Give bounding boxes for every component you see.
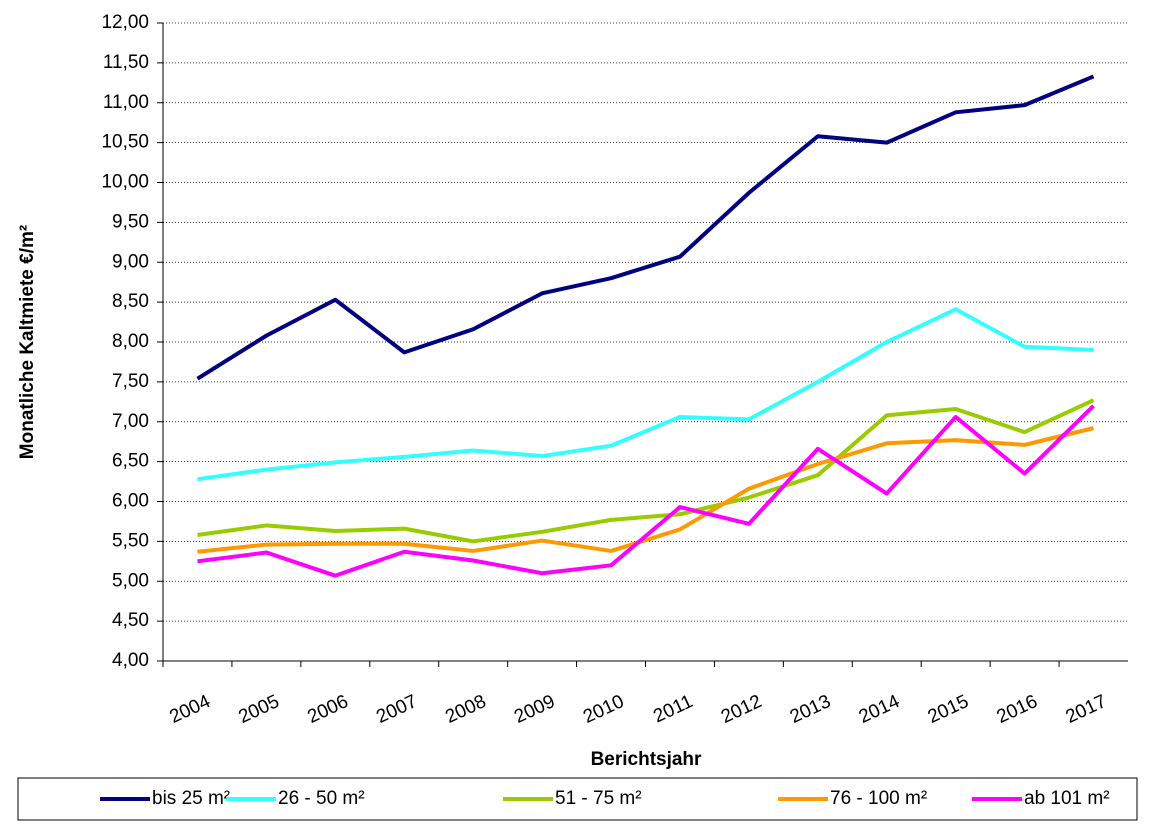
x-tick-label: 2017 — [1063, 691, 1110, 728]
y-tick-label: 8,50 — [112, 291, 149, 312]
x-tick-label: 2004 — [167, 691, 215, 728]
y-tick-label: 8,00 — [112, 331, 149, 352]
y-tick-label: 12,00 — [101, 12, 149, 33]
series-line — [197, 398, 1095, 544]
y-tick-label: 4,50 — [112, 610, 149, 631]
y-tick-label: 10,00 — [101, 172, 149, 193]
y-tick-label: 11,50 — [103, 52, 149, 73]
x-tick-label: 2005 — [235, 691, 282, 728]
y-tick-label: 9,50 — [112, 211, 149, 232]
x-tick-label: 2016 — [994, 691, 1041, 728]
legend-label: bis 25 m² — [152, 788, 230, 809]
x-tick-label: 2011 — [650, 691, 696, 727]
y-tick-label: 5,50 — [112, 530, 149, 551]
y-tick-label: 4,00 — [112, 650, 149, 671]
y-tick-label: 7,00 — [112, 411, 149, 432]
y-tick-label: 7,50 — [112, 371, 149, 392]
legend-label: 51 - 75 m² — [555, 788, 642, 809]
x-tick-label: 2008 — [442, 691, 489, 728]
y-tick-label: 11,00 — [103, 92, 149, 113]
y-tick-label: 6,50 — [112, 451, 149, 472]
x-tick-label: 2010 — [580, 691, 627, 728]
legend-label: 76 - 100 m² — [830, 788, 927, 809]
y-axis-title: Monatliche Kaltmiete €/m² — [17, 225, 38, 459]
x-tick-label: 2015 — [925, 691, 972, 728]
series-line — [197, 404, 1095, 578]
series-line — [196, 74, 1095, 381]
y-tick-label: 5,00 — [112, 570, 149, 591]
y-tick-label: 10,50 — [101, 132, 149, 153]
x-tick-label: 2009 — [511, 691, 558, 728]
legend-label: ab 101 m² — [1024, 788, 1110, 809]
series-line — [197, 426, 1095, 554]
x-tick-label: 2013 — [787, 691, 834, 728]
legend-label: 26 - 50 m² — [278, 788, 365, 809]
x-axis-title: Berichtsjahr — [591, 749, 702, 770]
legend-box — [17, 777, 1138, 821]
series-line — [197, 307, 1094, 482]
x-tick-label: 2006 — [304, 691, 351, 728]
y-tick-label: 9,00 — [112, 251, 149, 272]
x-tick-label: 2007 — [373, 691, 420, 728]
x-tick-label: 2012 — [718, 691, 765, 728]
x-tick-label: 2014 — [856, 691, 904, 728]
y-tick-label: 6,00 — [112, 491, 149, 512]
